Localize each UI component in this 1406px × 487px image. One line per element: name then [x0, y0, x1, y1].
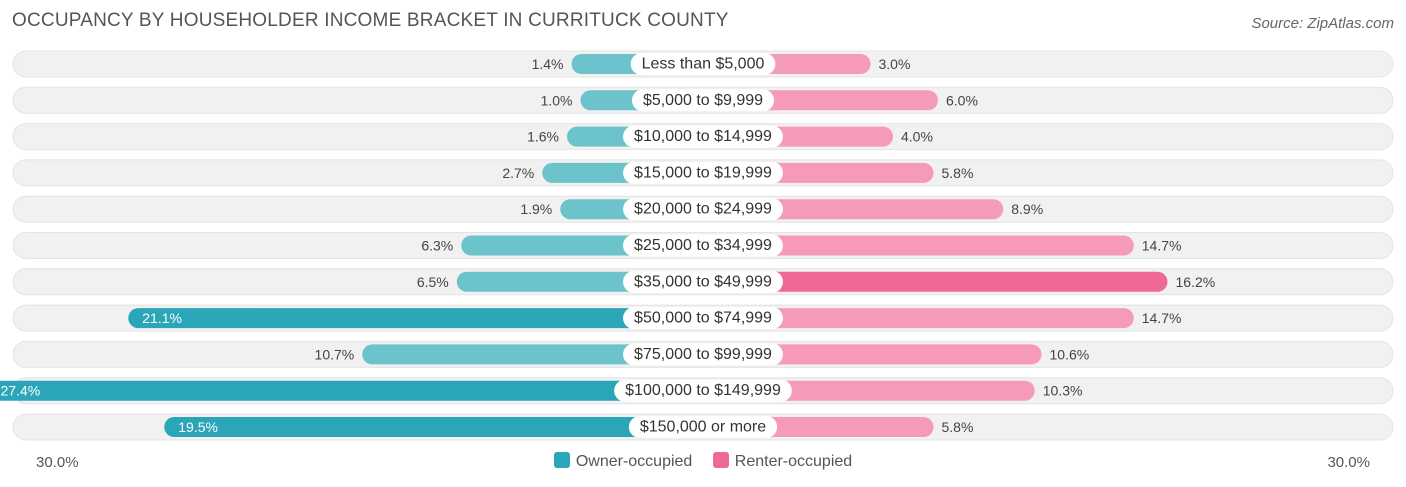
owner-value-label: 21.1% [142, 310, 182, 326]
owner-value-label: 10.7% [315, 346, 355, 362]
category-label: $50,000 to $74,999 [634, 310, 772, 327]
owner-bar [128, 308, 703, 329]
renter-value-label: 3.0% [879, 56, 911, 72]
owner-value-label: 2.7% [502, 165, 534, 181]
legend-swatch-owner [553, 452, 570, 468]
category-label: $25,000 to $34,999 [634, 237, 772, 254]
owner-value-label: 27.4% [1, 383, 41, 399]
category-pill [623, 343, 783, 366]
chart-source: Source: ZipAtlas.com [1251, 15, 1394, 32]
renter-value-label: 10.3% [1043, 383, 1083, 399]
renter-value-label: 16.2% [1176, 274, 1216, 290]
category-pill [631, 89, 775, 112]
category-label: $75,000 to $99,999 [634, 346, 772, 363]
category-pill [630, 53, 776, 75]
legend-label-renter: Renter-occupied [734, 453, 853, 470]
legend-swatch-renter [712, 452, 729, 468]
owner-value-label: 1.9% [520, 201, 552, 217]
owner-value-label: 1.6% [527, 129, 559, 145]
legend-item-renter[interactable]: Renter-occupied [712, 452, 853, 471]
category-pill [623, 161, 783, 184]
owner-value-label: 1.4% [532, 56, 564, 72]
category-label: $5,000 to $9,999 [643, 92, 763, 109]
category-pill [623, 125, 783, 148]
renter-value-label: 10.6% [1050, 346, 1090, 362]
category-label: $20,000 to $24,999 [634, 201, 772, 218]
legend-label-owner: Owner-occupied [575, 453, 693, 470]
category-pill [614, 379, 792, 402]
category-label: $150,000 or more [640, 419, 766, 436]
owner-value-label: 6.5% [417, 274, 449, 290]
category-pill [623, 234, 783, 257]
category-pill [623, 307, 783, 330]
renter-value-label: 4.0% [901, 129, 933, 145]
axis-left-label: 30.0% [36, 454, 79, 471]
renter-bar [703, 271, 1168, 292]
category-label: $15,000 to $19,999 [634, 164, 772, 181]
category-label: Less than $5,000 [642, 56, 765, 73]
owner-value-label: 1.0% [541, 92, 573, 108]
chart-title: OCCUPANCY BY HOUSEHOLDER INCOME BRACKET … [12, 10, 729, 31]
renter-value-label: 5.8% [942, 419, 974, 435]
renter-value-label: 14.7% [1142, 310, 1182, 326]
category-pill [628, 416, 778, 438]
owner-value-label: 6.3% [421, 238, 453, 254]
renter-value-label: 8.9% [1011, 201, 1043, 217]
axis-right-label: 30.0% [1327, 454, 1370, 471]
renter-value-label: 14.7% [1142, 238, 1182, 254]
category-label: $10,000 to $14,999 [634, 128, 772, 145]
category-label: $100,000 to $149,999 [625, 382, 781, 399]
renter-bar [703, 308, 1134, 329]
category-label: $35,000 to $49,999 [634, 273, 772, 290]
legend-item-owner[interactable]: Owner-occupied [553, 452, 693, 471]
legend: Owner-occupied Renter-occupied [0, 452, 1406, 471]
owner-bar [362, 344, 703, 365]
category-pill [623, 270, 783, 293]
category-pill [623, 198, 783, 221]
owner-value-label: 19.5% [178, 419, 218, 435]
renter-bar [703, 344, 1042, 365]
renter-value-label: 5.8% [942, 165, 974, 181]
owner-bar [164, 417, 703, 437]
renter-value-label: 6.0% [946, 92, 978, 108]
renter-bar [703, 235, 1134, 256]
owner-bar [0, 380, 703, 401]
